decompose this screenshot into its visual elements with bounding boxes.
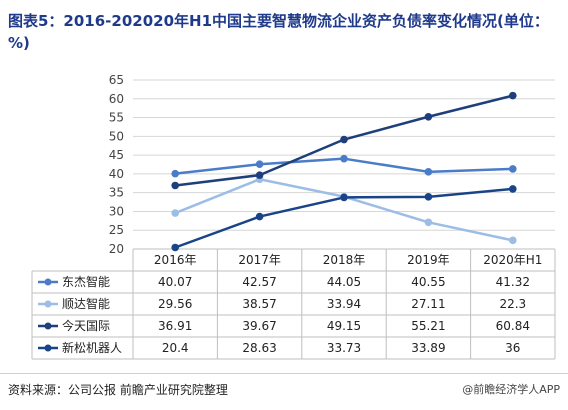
x-category-label: 2019年 [407,253,450,267]
data-cell-value: 60.84 [496,319,530,333]
data-cell-value: 36.91 [158,319,192,333]
data-point [171,181,179,190]
data-point [424,168,433,176]
data-point [509,165,517,173]
data-cell-value: 40.07 [158,275,192,289]
data-point [255,160,264,169]
legend-marker [44,278,52,286]
data-cell-value: 39.67 [242,319,276,333]
data-point [424,193,433,201]
data-cell-value: 44.05 [327,275,361,289]
data-cell-value: 28.63 [242,341,276,355]
data-point [424,112,433,121]
chart-title: 图表5：2016-202020年H1中国主要智慧物流企业资产负债率变化情况(单位… [8,12,549,52]
data-cell-value: 49.15 [327,319,361,333]
data-cell-value: 36 [505,341,520,355]
data-point [171,209,179,217]
data-cell-value: 38.57 [242,297,276,311]
y-tick-label: 25 [109,223,124,237]
series-line [174,178,514,242]
data-cell-value: 55.21 [411,319,445,333]
data-cell-value: 29.56 [158,297,192,311]
data-cell-value: 22.3 [499,297,526,311]
x-category-label: 2020年H1 [483,253,542,267]
footer-divider [0,373,568,374]
x-category-label: 2017年 [238,253,281,267]
data-point [340,135,348,144]
y-axis-ticks: 20 25 30 35 40 45 50 55 60 65 [109,73,124,256]
y-tick-label: 45 [109,148,124,162]
y-tick-label: 60 [109,92,124,106]
x-category-label: 2016年 [154,253,197,267]
brand-watermark: @前瞻经济学人APP [462,383,560,396]
data-point [509,91,517,100]
source-note: 资料来源：公司公报 前瞻产业研究院整理 [8,383,228,397]
series-name-label: 东杰智能 [62,274,110,289]
data-point [255,212,264,221]
data-table: 2016年 2017年 2018年 2019年 2020年H1 东杰智能 40.07 42.5… [31,248,556,360]
series-lines [174,94,514,249]
y-tick-label: 30 [109,204,124,218]
legend-marker [44,322,52,330]
data-cell-value: 41.32 [496,275,530,289]
legend-marker [44,300,52,308]
y-tick-label: 65 [109,73,124,87]
legend-marker [44,344,52,352]
series-points [171,91,517,252]
data-cell-value: 27.11 [411,297,445,311]
data-point [171,169,179,178]
data-cell-value: 20.4 [162,341,189,355]
y-tick-label: 35 [109,186,124,200]
data-point [340,154,348,163]
y-tick-label: 20 [109,242,124,256]
data-point [255,171,264,179]
data-point [509,236,517,245]
data-cell-value: 33.73 [327,341,361,355]
data-cell-value: 33.89 [411,341,445,355]
data-point [424,218,433,227]
grid-lines [133,79,555,250]
data-point [509,185,517,193]
y-tick-label: 50 [109,129,124,143]
data-point [340,193,348,202]
series-name-label: 顺达智能 [62,296,110,311]
series-name-label: 新松机器人 [62,340,122,355]
series-name-label: 今天国际 [62,318,110,333]
line-chart: 20 25 30 35 40 45 50 55 60 65 2016年 2017年 2018年 2019… [31,73,556,360]
y-tick-label: 55 [109,111,124,125]
data-cell-value: 42.57 [242,275,276,289]
data-cell-value: 33.94 [327,297,361,311]
x-category-label: 2018年 [323,253,366,267]
y-tick-label: 40 [109,167,124,181]
data-point [171,243,179,252]
data-cell-value: 40.55 [411,275,445,289]
